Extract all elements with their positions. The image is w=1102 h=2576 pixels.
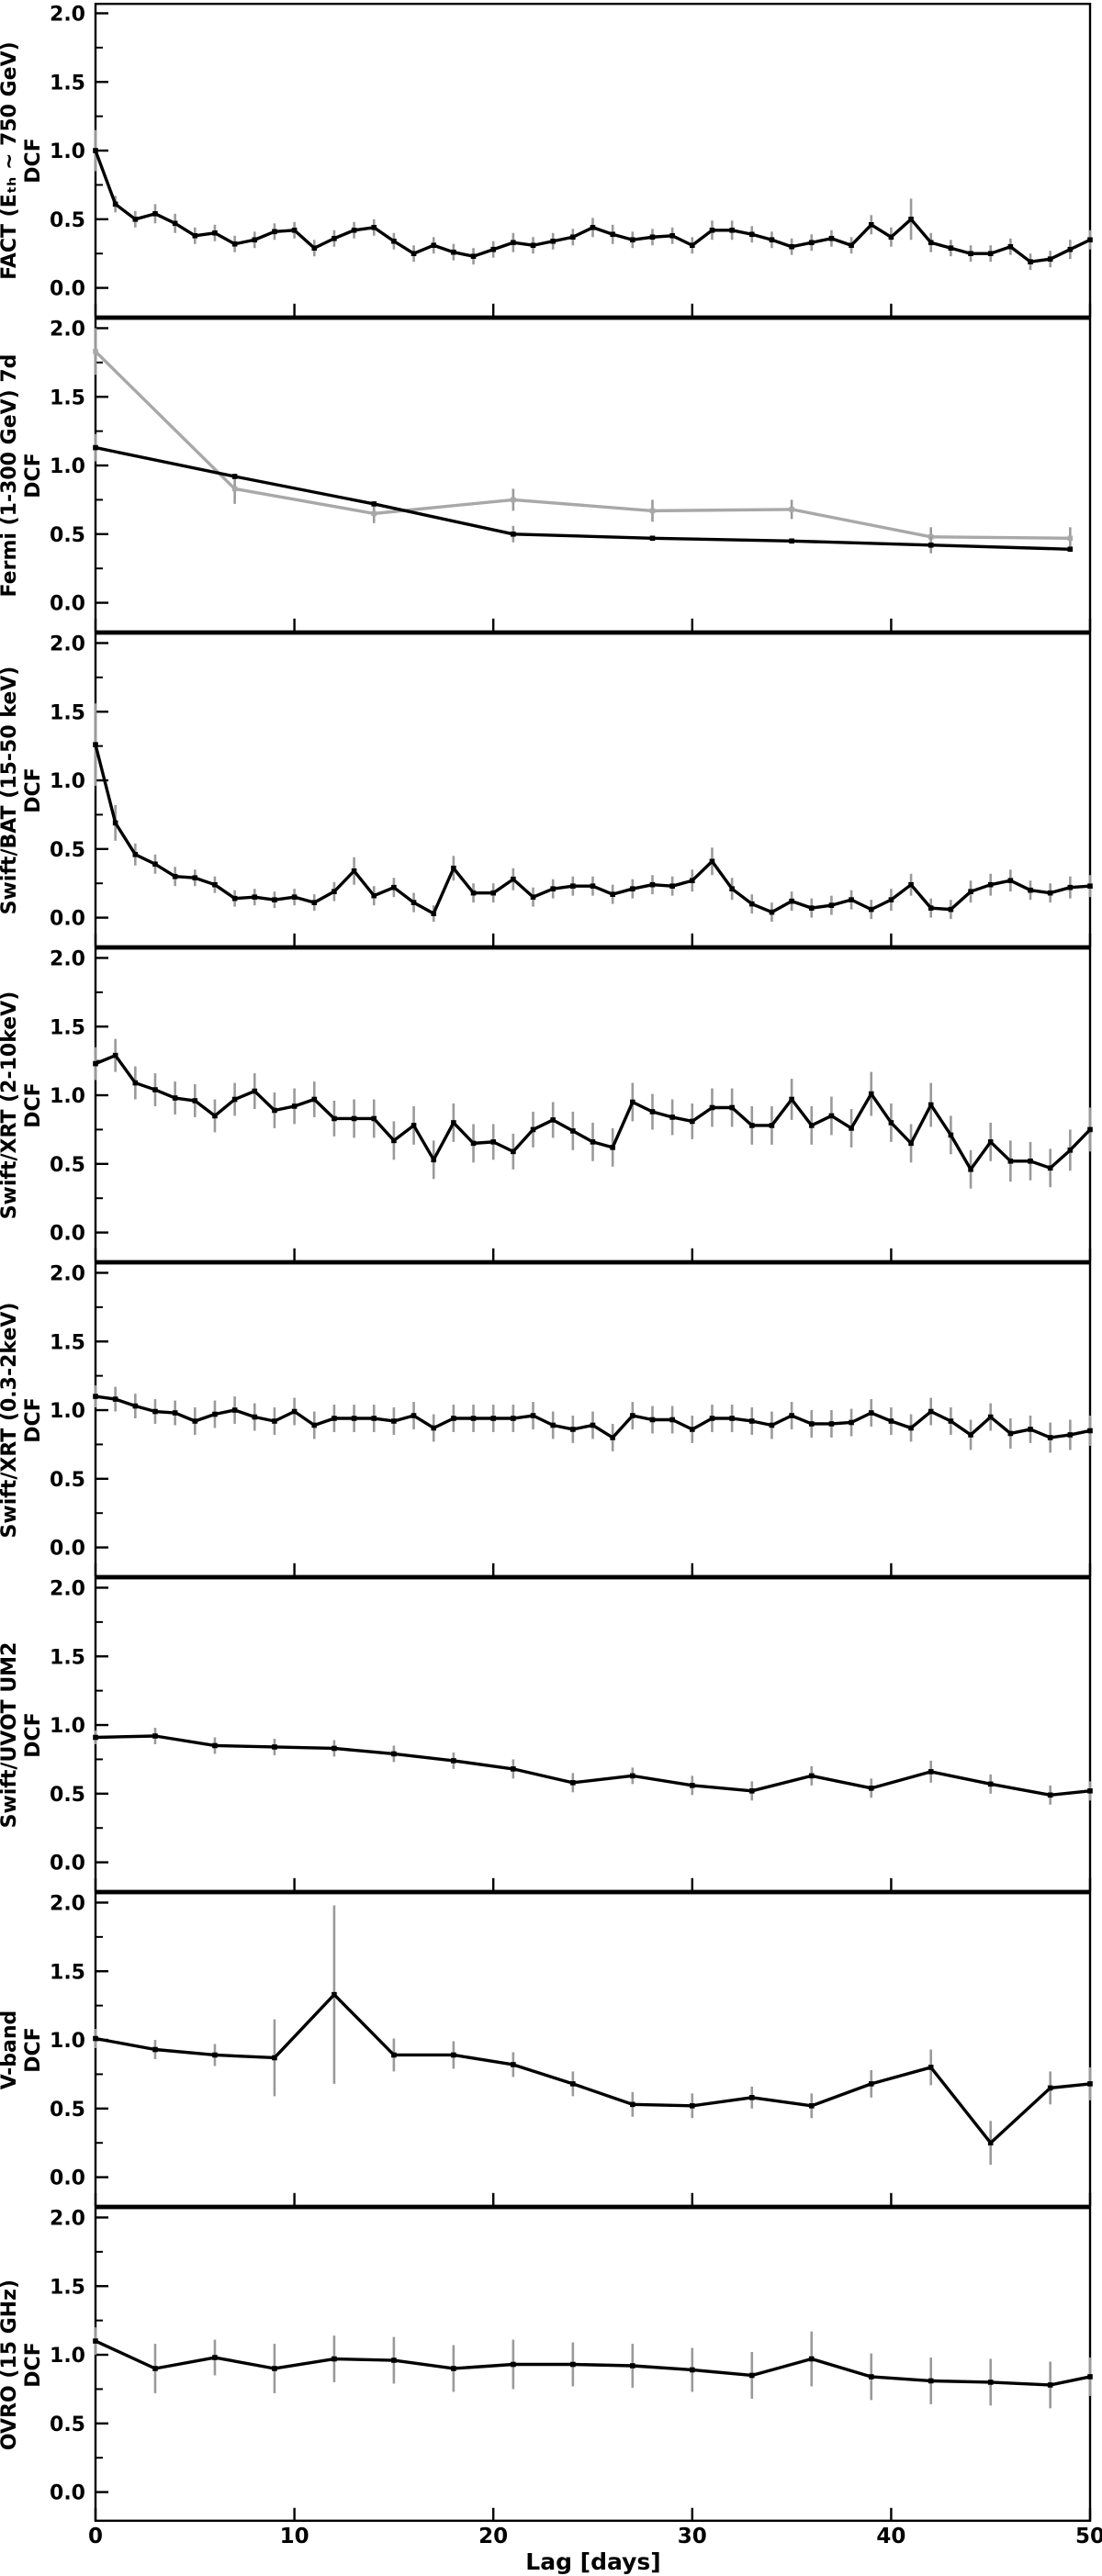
x-tick-label: 40 (876, 2525, 906, 2548)
svg-text:1.0: 1.0 (50, 2030, 85, 2053)
svg-text:0.0: 0.0 (50, 1538, 85, 1561)
svg-text:0.0: 0.0 (50, 278, 85, 301)
svg-text:1.5: 1.5 (50, 2276, 85, 2299)
v-band-dcf-plot: 0.0 0.5 1.0 1.5 2.0 (50, 1892, 1093, 2207)
svg-text:1.0: 1.0 (50, 455, 85, 478)
panel-swift-xrt-soft: Swift/XRT (0.3-2keV) DCF 0.0 0.5 1.0 1.5 2.0 (0, 1262, 1102, 1577)
svg-text:2.0: 2.0 (50, 318, 85, 341)
svg-text:1.5: 1.5 (50, 1961, 85, 1984)
svg-text:2.0: 2.0 (50, 1892, 85, 1915)
svg-text:0.5: 0.5 (50, 524, 85, 547)
svg-text:0.0: 0.0 (50, 908, 85, 931)
svg-text:1.0: 1.0 (50, 1400, 85, 1423)
svg-text:0.5: 0.5 (50, 1784, 85, 1807)
svg-text:0.5: 0.5 (50, 839, 85, 862)
svg-text:0.0: 0.0 (50, 2167, 85, 2190)
x-axis-label: Lag [days] (525, 2548, 661, 2575)
svg-text:1.5: 1.5 (50, 701, 85, 724)
svg-text:0.5: 0.5 (50, 1469, 85, 1492)
svg-text:0.5: 0.5 (50, 1154, 85, 1177)
svg-text:2.0: 2.0 (50, 1577, 85, 1600)
panel-v-band: V-band DCF 0.0 0.5 1.0 1.5 2.0 (0, 1892, 1102, 2207)
svg-text:2.0: 2.0 (50, 947, 85, 970)
svg-text:2.0: 2.0 (50, 3, 85, 26)
svg-text:2.0: 2.0 (50, 2207, 85, 2230)
svg-text:1.0: 1.0 (50, 1715, 85, 1738)
svg-text:1.0: 1.0 (50, 770, 85, 793)
svg-text:0.0: 0.0 (50, 2482, 85, 2505)
svg-text:1.5: 1.5 (50, 1331, 85, 1354)
axis-quantity: DCF (22, 2341, 45, 2388)
svg-text:1.0: 1.0 (50, 2345, 85, 2368)
ovro-dcf-plot: 0.0 0.5 1.0 1.5 2.0 (50, 2207, 1093, 2522)
x-tick-label: 20 (478, 2525, 509, 2548)
x-tick-label: 30 (677, 2525, 707, 2548)
panel-swift-uvot: Swift/UVOT UM2 DCF 0.0 0.5 1.0 1.5 2.0 (0, 1577, 1102, 1892)
fermi-dcf-plot: 0.0 0.5 1.0 1.5 2.0 (50, 318, 1092, 633)
swift-bat-dcf-plot: 0.0 0.5 1.0 1.5 2.0 (50, 633, 1093, 947)
fact-dcf-plot: 0.0 0.5 1.0 1.5 2.0 (50, 3, 1093, 318)
svg-text:2.0: 2.0 (50, 1262, 85, 1285)
svg-text:0.5: 0.5 (50, 209, 85, 232)
svg-text:0.5: 0.5 (50, 2099, 85, 2122)
x-axis-tick-labels: 0 10 20 30 40 50 (0, 2525, 1102, 2548)
svg-text:1.5: 1.5 (50, 386, 85, 409)
panel-title: OVRO (15 GHz) (0, 2279, 21, 2450)
panel-swift-bat: Swift/BAT (15-50 keV) DCF 0.0 0.5 1.0 1.5 2.… (0, 633, 1102, 947)
panel-swift-xrt-hard: Swift/XRT (2-10keV) DCF 0.0 0.5 1.0 1.5 2.0 (0, 947, 1102, 1262)
svg-text:0.0: 0.0 (50, 593, 85, 616)
x-tick-label: 0 (87, 2525, 104, 2548)
svg-text:1.5: 1.5 (50, 72, 85, 95)
svg-text:0.5: 0.5 (50, 2414, 85, 2436)
swift-xrt-hard-dcf-plot: 0.0 0.5 1.0 1.5 2.0 (50, 947, 1093, 1262)
panel-ovro: OVRO (15 GHz) DCF 0.0 0.5 1.0 1.5 2.0 (0, 2207, 1102, 2522)
svg-text:1.5: 1.5 (50, 1646, 85, 1669)
panel-fact: FACT (Eₜₕ ~ 750 GeV) DCF 0.0 0.5 1.0 1.5 2.0 (0, 3, 1102, 318)
x-tick-label: 10 (279, 2525, 309, 2548)
svg-text:1.0: 1.0 (50, 140, 85, 163)
x-tick-label: 50 (1074, 2525, 1102, 2548)
svg-text:1.5: 1.5 (50, 1016, 85, 1039)
swift-uvot-dcf-plot: 0.0 0.5 1.0 1.5 2.0 (50, 1577, 1093, 1892)
svg-text:0.0: 0.0 (50, 1223, 85, 1246)
svg-text:2.0: 2.0 (50, 633, 85, 655)
svg-text:0.0: 0.0 (50, 1853, 85, 1876)
swift-xrt-soft-dcf-plot: 0.0 0.5 1.0 1.5 2.0 (50, 1262, 1093, 1577)
panel-fermi: Fermi (1-300 GeV) 7d DCF 0.0 0.5 1.0 1.5 2.0 (0, 318, 1102, 633)
svg-text:1.0: 1.0 (50, 1085, 85, 1108)
